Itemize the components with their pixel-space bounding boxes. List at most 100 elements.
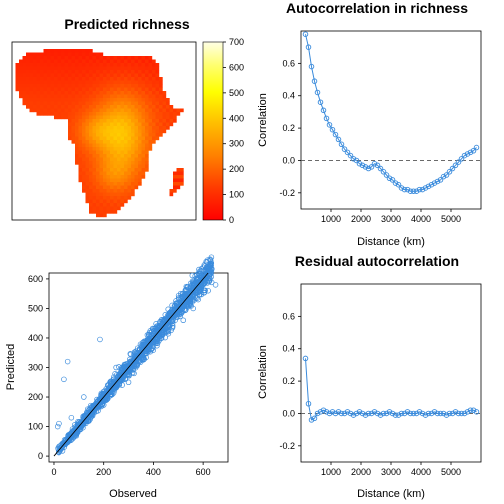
map-cell	[124, 196, 128, 200]
map-cell	[138, 122, 142, 127]
map-cell	[15, 70, 20, 74]
map-cell	[54, 49, 58, 53]
map-cell	[110, 84, 114, 88]
map-cell	[106, 199, 111, 204]
map-cell	[99, 129, 104, 134]
map-cell	[113, 203, 118, 207]
data-point	[362, 412, 369, 418]
scatter-point	[193, 290, 199, 296]
map-cell	[152, 101, 156, 106]
map-cell	[134, 143, 139, 148]
map-cell	[138, 101, 142, 106]
legend-tick-label: 500	[229, 88, 244, 98]
map-cell	[141, 56, 146, 60]
map-cell	[117, 171, 121, 176]
map-cell	[71, 52, 76, 57]
map-cell	[106, 136, 111, 141]
map-cell	[92, 66, 97, 71]
map-cell	[61, 73, 65, 78]
map-cell	[85, 147, 90, 151]
map-cell	[36, 108, 41, 113]
map-cell	[54, 91, 58, 95]
map-cell	[134, 171, 139, 176]
map-cell	[152, 66, 156, 71]
map-cell	[152, 94, 156, 99]
map-cell	[43, 73, 48, 78]
map-cell	[110, 126, 114, 130]
map-cell	[110, 164, 114, 169]
map-cell	[131, 66, 135, 71]
map-cell	[89, 136, 93, 141]
map-cell	[117, 59, 121, 64]
map-cell	[117, 189, 121, 193]
map-cell	[148, 87, 153, 92]
map-cell	[96, 199, 100, 204]
map-cell	[113, 59, 118, 64]
map-cell	[89, 91, 93, 95]
map-cell	[99, 87, 104, 92]
map-cell	[124, 56, 128, 60]
data-point	[377, 165, 384, 172]
map-cell	[99, 213, 104, 218]
map-cell	[103, 84, 107, 88]
data-point	[434, 178, 441, 185]
scatter-point	[162, 312, 169, 318]
map-cell	[36, 101, 41, 106]
map-cell	[43, 56, 48, 60]
map-cell	[78, 87, 83, 92]
map-cell	[155, 63, 160, 67]
map-cell	[131, 108, 135, 113]
map-cell	[131, 98, 135, 102]
map-cell	[159, 84, 163, 88]
map-cell	[78, 171, 83, 176]
map-cell	[162, 119, 167, 123]
map-cell	[92, 143, 97, 148]
scatter-point	[140, 356, 147, 363]
map-cell	[75, 87, 79, 92]
map-cell	[19, 77, 23, 81]
map-cell	[141, 119, 146, 123]
map-cell	[124, 140, 128, 144]
map-cell	[89, 108, 93, 113]
map-cell	[117, 105, 121, 109]
map-cell	[141, 157, 146, 162]
map-cell	[176, 185, 181, 190]
data-point	[311, 78, 318, 84]
map-cell	[75, 129, 79, 134]
scatter-point	[59, 445, 65, 451]
map-cell	[138, 80, 142, 85]
scatter-point	[113, 364, 119, 371]
data-point	[350, 156, 357, 162]
map-cell	[96, 133, 100, 137]
scatter-point	[82, 417, 89, 423]
map-cell	[99, 80, 104, 85]
map-cell	[113, 196, 118, 200]
map-cell	[120, 119, 125, 123]
map-cell	[36, 112, 41, 116]
map-cell	[138, 157, 142, 162]
map-cell	[68, 70, 72, 74]
map-cell	[68, 91, 72, 95]
scatter-point	[198, 273, 205, 279]
map-cell	[110, 129, 114, 134]
map-cell	[54, 63, 58, 67]
map-cell	[22, 94, 27, 99]
x-tick-label: 3000	[381, 467, 401, 477]
map-cell	[152, 98, 156, 102]
map-cell	[134, 136, 139, 141]
map-cell	[85, 192, 90, 197]
map-cell	[176, 171, 181, 176]
scatter-point	[159, 324, 165, 330]
scatter-point	[157, 334, 163, 340]
map-cell	[54, 77, 58, 81]
map-cell	[152, 122, 156, 127]
map-cell	[127, 87, 132, 92]
map-cell	[127, 108, 132, 113]
map-cell	[141, 105, 146, 109]
map-cell	[78, 59, 83, 64]
map-cell	[85, 66, 90, 71]
map-cell	[92, 210, 97, 214]
map-cell	[85, 182, 90, 186]
data-point	[377, 412, 384, 418]
map-cell	[85, 133, 90, 137]
